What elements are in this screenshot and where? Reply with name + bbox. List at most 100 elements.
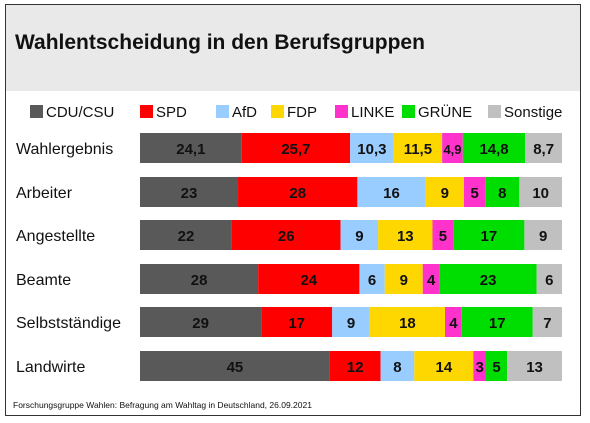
bar-selbststandige-fdp bbox=[369, 307, 446, 337]
bar-arbeiter-sonstige bbox=[519, 177, 562, 207]
data-label-selbststandige-sonstige: 7 bbox=[543, 315, 551, 332]
bar-arbeiter-spd bbox=[238, 177, 358, 207]
data-label-arbeiter-spd: 28 bbox=[289, 185, 306, 202]
title-band: Wahlentscheidung in den Berufsgruppen bbox=[6, 5, 580, 91]
data-label-landwirte-sonstige: 13 bbox=[526, 359, 543, 376]
bar-selbststandige-sonstige bbox=[532, 307, 562, 337]
bar-landwirte-sonstige bbox=[507, 351, 562, 381]
bar-arbeiter-fdp bbox=[425, 177, 464, 207]
data-label-selbststandige-fdp: 18 bbox=[399, 315, 416, 332]
bar-landwirte-linke bbox=[473, 351, 487, 381]
data-label-angestellte-grune: 17 bbox=[481, 228, 498, 245]
bar-angestellte-sonstige bbox=[524, 220, 562, 250]
legend-swatch-fdp bbox=[271, 105, 284, 118]
legend-label-grune: GRÜNE bbox=[418, 103, 472, 121]
bar-wahlergebnis-sonstige bbox=[525, 133, 562, 163]
bar-landwirte-fdp bbox=[414, 351, 474, 381]
data-label-wahlergebnis-linke: 4,9 bbox=[443, 142, 461, 157]
bar-wahlergebnis-linke bbox=[442, 133, 463, 163]
bar-arbeiter-grune bbox=[485, 177, 520, 207]
bar-landwirte-cdu-csu bbox=[140, 351, 330, 381]
bar-beamte-afd bbox=[359, 264, 385, 294]
legend-label-cdu-csu: CDU/CSU bbox=[46, 104, 114, 121]
bar-landwirte-afd bbox=[380, 351, 415, 381]
data-label-arbeiter-afd: 16 bbox=[383, 185, 400, 202]
bar-angestellte-grune bbox=[453, 220, 525, 250]
stacked-bar-chart: CDU/CSU SPD AfD FDP LINKE GRÜNE Sonstige Wahler… bbox=[16, 103, 562, 381]
data-label-selbststandige-spd: 17 bbox=[288, 315, 305, 332]
data-label-wahlergebnis-sonstige: 8,7 bbox=[533, 141, 554, 158]
legend-swatch-grune bbox=[402, 105, 415, 118]
data-label-selbststandige-afd: 9 bbox=[347, 315, 355, 332]
legend-label-fdp: FDP bbox=[287, 104, 317, 121]
category-label-beamte: Beamte bbox=[16, 272, 71, 289]
legend-label-spd: SPD bbox=[156, 104, 187, 121]
category-label-selbststandige: Selbstständige bbox=[16, 315, 121, 332]
data-label-angestellte-linke: 5 bbox=[439, 228, 447, 245]
data-label-beamte-fdp: 9 bbox=[400, 272, 408, 289]
data-label-wahlergebnis-fdp: 11,5 bbox=[404, 141, 432, 158]
data-label-beamte-spd: 24 bbox=[300, 272, 317, 289]
bar-arbeiter-cdu-csu bbox=[140, 177, 239, 207]
bar-landwirte-grune bbox=[486, 351, 508, 381]
bar-selbststandige-afd bbox=[332, 307, 370, 337]
data-label-landwirte-linke: 3 bbox=[476, 359, 484, 376]
bar-beamte-sonstige bbox=[536, 264, 562, 294]
legend-label-afd: AfD bbox=[232, 104, 257, 121]
bar-angestellte-linke bbox=[432, 220, 454, 250]
bar-wahlergebnis-spd bbox=[241, 133, 351, 163]
bar-beamte-grune bbox=[439, 264, 537, 294]
data-label-arbeiter-grune: 8 bbox=[498, 185, 506, 202]
bar-beamte-fdp bbox=[384, 264, 423, 294]
data-label-landwirte-grune: 5 bbox=[492, 359, 500, 376]
data-label-angestellte-cdu-csu: 22 bbox=[178, 228, 195, 245]
legend-label-linke: LINKE bbox=[351, 104, 394, 121]
bar-beamte-linke bbox=[422, 264, 440, 294]
data-label-selbststandige-cdu-csu: 29 bbox=[192, 315, 209, 332]
bar-wahlergebnis-cdu-csu bbox=[140, 133, 242, 163]
category-label-wahlergebnis: Wahlergebnis bbox=[16, 141, 113, 158]
legend-swatch-spd bbox=[140, 105, 153, 118]
data-label-wahlergebnis-afd: 10,3 bbox=[357, 141, 386, 158]
data-label-wahlergebnis-cdu-csu: 24,1 bbox=[176, 141, 205, 158]
bar-angestellte-cdu-csu bbox=[140, 220, 232, 250]
data-label-landwirte-cdu-csu: 45 bbox=[227, 359, 244, 376]
legend-swatch-cdu-csu bbox=[30, 105, 43, 118]
bar-angestellte-fdp bbox=[378, 220, 433, 250]
data-label-wahlergebnis-grune: 14,8 bbox=[479, 141, 508, 158]
bar-arbeiter-afd bbox=[357, 177, 426, 207]
legend-swatch-sonstige bbox=[488, 105, 501, 118]
data-label-angestellte-afd: 9 bbox=[355, 228, 363, 245]
data-label-angestellte-sonstige: 9 bbox=[539, 228, 547, 245]
data-label-beamte-sonstige: 6 bbox=[545, 272, 553, 289]
data-label-beamte-afd: 6 bbox=[368, 272, 376, 289]
legend-swatch-linke bbox=[335, 105, 348, 118]
chart-frame: Wahlentscheidung in den Berufsgruppen CD… bbox=[5, 4, 581, 416]
bar-wahlergebnis-grune bbox=[462, 133, 526, 163]
chart-title: Wahlentscheidung in den Berufsgruppen bbox=[15, 31, 425, 54]
data-label-arbeiter-cdu-csu: 23 bbox=[181, 185, 198, 202]
bar-selbststandige-cdu-csu bbox=[140, 307, 262, 337]
bar-selbststandige-spd bbox=[261, 307, 333, 337]
legend-label-sonstige: Sonstige bbox=[504, 104, 562, 121]
category-label-landwirte: Landwirte bbox=[16, 359, 85, 376]
data-label-angestellte-spd: 26 bbox=[278, 228, 295, 245]
legend-swatch-afd bbox=[216, 105, 229, 118]
data-label-arbeiter-sonstige: 10 bbox=[532, 185, 549, 202]
data-label-beamte-linke: 4 bbox=[427, 272, 436, 289]
data-label-landwirte-spd: 12 bbox=[347, 359, 364, 376]
data-label-beamte-grune: 23 bbox=[480, 272, 497, 289]
data-label-arbeiter-linke: 5 bbox=[470, 185, 478, 202]
source-note: Forschungsgruppe Wahlen: Befragung am Wa… bbox=[13, 400, 312, 410]
bar-angestellte-afd bbox=[340, 220, 379, 250]
data-label-wahlergebnis-spd: 25,7 bbox=[281, 141, 310, 158]
data-label-angestellte-fdp: 13 bbox=[397, 228, 414, 245]
category-label-angestellte: Angestellte bbox=[16, 228, 95, 245]
data-label-landwirte-afd: 8 bbox=[393, 359, 401, 376]
data-label-landwirte-fdp: 14 bbox=[435, 359, 452, 376]
data-label-arbeiter-fdp: 9 bbox=[441, 185, 449, 202]
bar-landwirte-spd bbox=[329, 351, 381, 381]
data-label-selbststandige-linke: 4 bbox=[449, 315, 458, 332]
data-label-beamte-cdu-csu: 28 bbox=[191, 272, 208, 289]
bar-arbeiter-linke bbox=[463, 177, 486, 207]
